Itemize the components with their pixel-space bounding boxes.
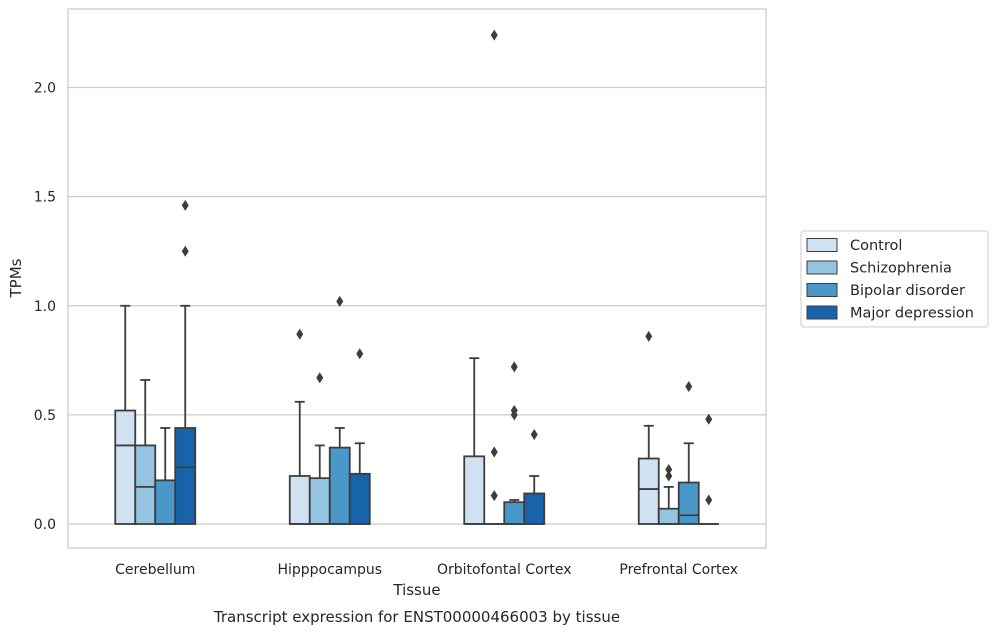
legend-label: Bipolar disorder bbox=[850, 283, 965, 299]
legend-label: Control bbox=[850, 238, 902, 254]
outlier-point bbox=[665, 463, 673, 475]
x-tick-label: Prefrontal Cortex bbox=[619, 562, 738, 578]
outlier-point bbox=[296, 328, 304, 340]
outlier-point bbox=[530, 429, 538, 441]
outlier-point bbox=[490, 446, 498, 458]
outlier-point bbox=[356, 348, 364, 360]
legend-swatch bbox=[806, 283, 838, 297]
y-tick-label: 0.5 bbox=[34, 408, 56, 424]
box-group bbox=[308, 372, 331, 525]
box-group bbox=[637, 330, 660, 525]
y-tick-label: 1.5 bbox=[34, 190, 56, 206]
legend-frame bbox=[800, 230, 989, 328]
y-tick-labels: 0.0 0.5 1.0 1.5 2.0 bbox=[34, 81, 56, 533]
box-group bbox=[677, 381, 700, 525]
outlier-point bbox=[181, 199, 189, 211]
outlier-point bbox=[490, 490, 498, 502]
box-body bbox=[657, 507, 680, 525]
y-axis-label: TPMs bbox=[7, 258, 25, 298]
box-body bbox=[677, 481, 700, 525]
y-tick-label: 1.0 bbox=[34, 299, 56, 315]
x-tick-labels: Cerebellum Hipppocampus Orbitofontal Corte… bbox=[115, 562, 738, 578]
outlier-point bbox=[490, 29, 498, 41]
y-tick-label: 0.0 bbox=[34, 517, 56, 533]
box-body bbox=[174, 427, 197, 525]
box-plot-groups bbox=[114, 29, 719, 525]
x-tick-label: Cerebellum bbox=[115, 562, 195, 578]
outlier-point bbox=[685, 381, 693, 393]
box-body bbox=[523, 492, 546, 525]
box-group bbox=[484, 29, 505, 525]
plot-frame bbox=[67, 8, 767, 549]
y-tick-label: 2.0 bbox=[34, 81, 56, 97]
x-tick-label: Hipppocampus bbox=[277, 562, 382, 578]
legend-swatch bbox=[806, 305, 838, 320]
box-body bbox=[463, 455, 486, 525]
box-group bbox=[288, 328, 311, 525]
box-group bbox=[503, 361, 526, 525]
box-body bbox=[503, 501, 526, 525]
box-group bbox=[174, 199, 197, 525]
chart-caption: Transcript expression for ENST0000046600… bbox=[213, 608, 620, 626]
legend: Control Schizophrenia Bipolar disorder Majo… bbox=[800, 230, 989, 328]
box-body bbox=[637, 457, 660, 525]
box-group bbox=[154, 427, 177, 525]
box-body bbox=[114, 409, 137, 525]
box-group bbox=[523, 429, 546, 525]
outlier-point bbox=[510, 405, 518, 417]
x-tick-label: Orbitofontal Cortex bbox=[437, 562, 572, 578]
outlier-point bbox=[316, 372, 324, 384]
box-group bbox=[348, 348, 371, 525]
outlier-point bbox=[510, 361, 518, 373]
outlier-point bbox=[336, 295, 344, 307]
outlier-point bbox=[645, 330, 653, 342]
legend-label: Schizophrenia bbox=[850, 261, 952, 277]
x-axis-label: Tissue bbox=[392, 581, 440, 599]
outlier-point bbox=[665, 470, 673, 482]
box-body bbox=[348, 472, 371, 525]
box-body bbox=[134, 444, 157, 525]
box-body bbox=[288, 475, 311, 525]
box-body bbox=[308, 477, 331, 525]
box-group bbox=[134, 379, 157, 525]
outlier-point bbox=[181, 245, 189, 257]
legend-label: Major depression bbox=[850, 306, 974, 322]
box-group bbox=[698, 413, 719, 525]
grid-lines bbox=[68, 86, 766, 525]
legend-swatch bbox=[806, 238, 838, 252]
legend-items: Control Schizophrenia Bipolar disorder Majo… bbox=[806, 238, 974, 322]
box-group bbox=[463, 357, 486, 525]
box-group bbox=[328, 295, 351, 525]
box-body bbox=[154, 479, 177, 525]
outlier-point bbox=[705, 494, 713, 506]
box-group bbox=[657, 463, 680, 525]
box-body bbox=[328, 446, 351, 525]
outlier-point bbox=[705, 413, 713, 425]
legend-swatch bbox=[806, 260, 838, 275]
box-group bbox=[114, 304, 137, 525]
